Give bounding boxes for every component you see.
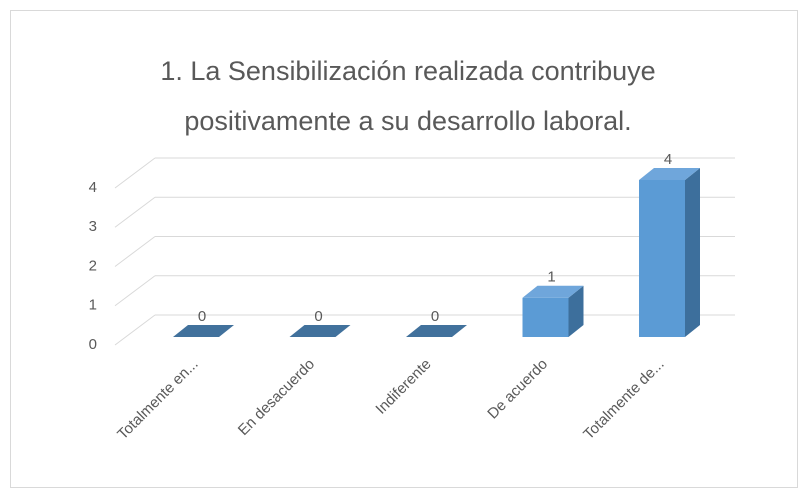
x-tick-label: Totalmente de...: [580, 356, 667, 443]
y-tick-label: 2: [89, 257, 97, 274]
bar: [173, 325, 234, 337]
bar-top: [173, 325, 234, 337]
x-tick-label: De acuerdo: [484, 356, 551, 423]
y-tick-label: 4: [89, 179, 97, 196]
grid-line: [114, 236, 156, 267]
x-tick-label: En desacuerdo: [235, 356, 318, 439]
bar-front: [639, 180, 685, 337]
grid-line: [114, 196, 156, 228]
data-label: 0: [198, 308, 206, 325]
data-label: 4: [664, 151, 672, 168]
bar-side: [685, 168, 700, 337]
data-label: 0: [431, 308, 439, 325]
bar-top: [406, 325, 467, 337]
grid-line: [114, 314, 156, 346]
grid-line: [114, 275, 156, 307]
chart-border: [10, 10, 798, 488]
data-label: 0: [314, 308, 322, 325]
bar-top: [639, 168, 700, 180]
y-tick-label: 1: [89, 297, 97, 314]
y-tick-label: 3: [89, 218, 97, 235]
bar-front: [522, 297, 569, 337]
bar: [406, 325, 467, 337]
x-tick-label: Indiferente: [372, 356, 434, 418]
grid-line: [114, 157, 156, 189]
bar: [522, 285, 584, 337]
bar-top: [522, 285, 584, 298]
chart-title: 1. La Sensibilización realizada contribu…: [160, 56, 656, 136]
bar: [289, 325, 351, 337]
bar-top: [289, 325, 351, 337]
data-label: 1: [547, 269, 555, 286]
x-tick-label: Totalmente en...: [114, 356, 201, 443]
bar-side: [568, 285, 584, 337]
bar: [639, 168, 700, 337]
y-tick-label: 0: [89, 336, 97, 353]
